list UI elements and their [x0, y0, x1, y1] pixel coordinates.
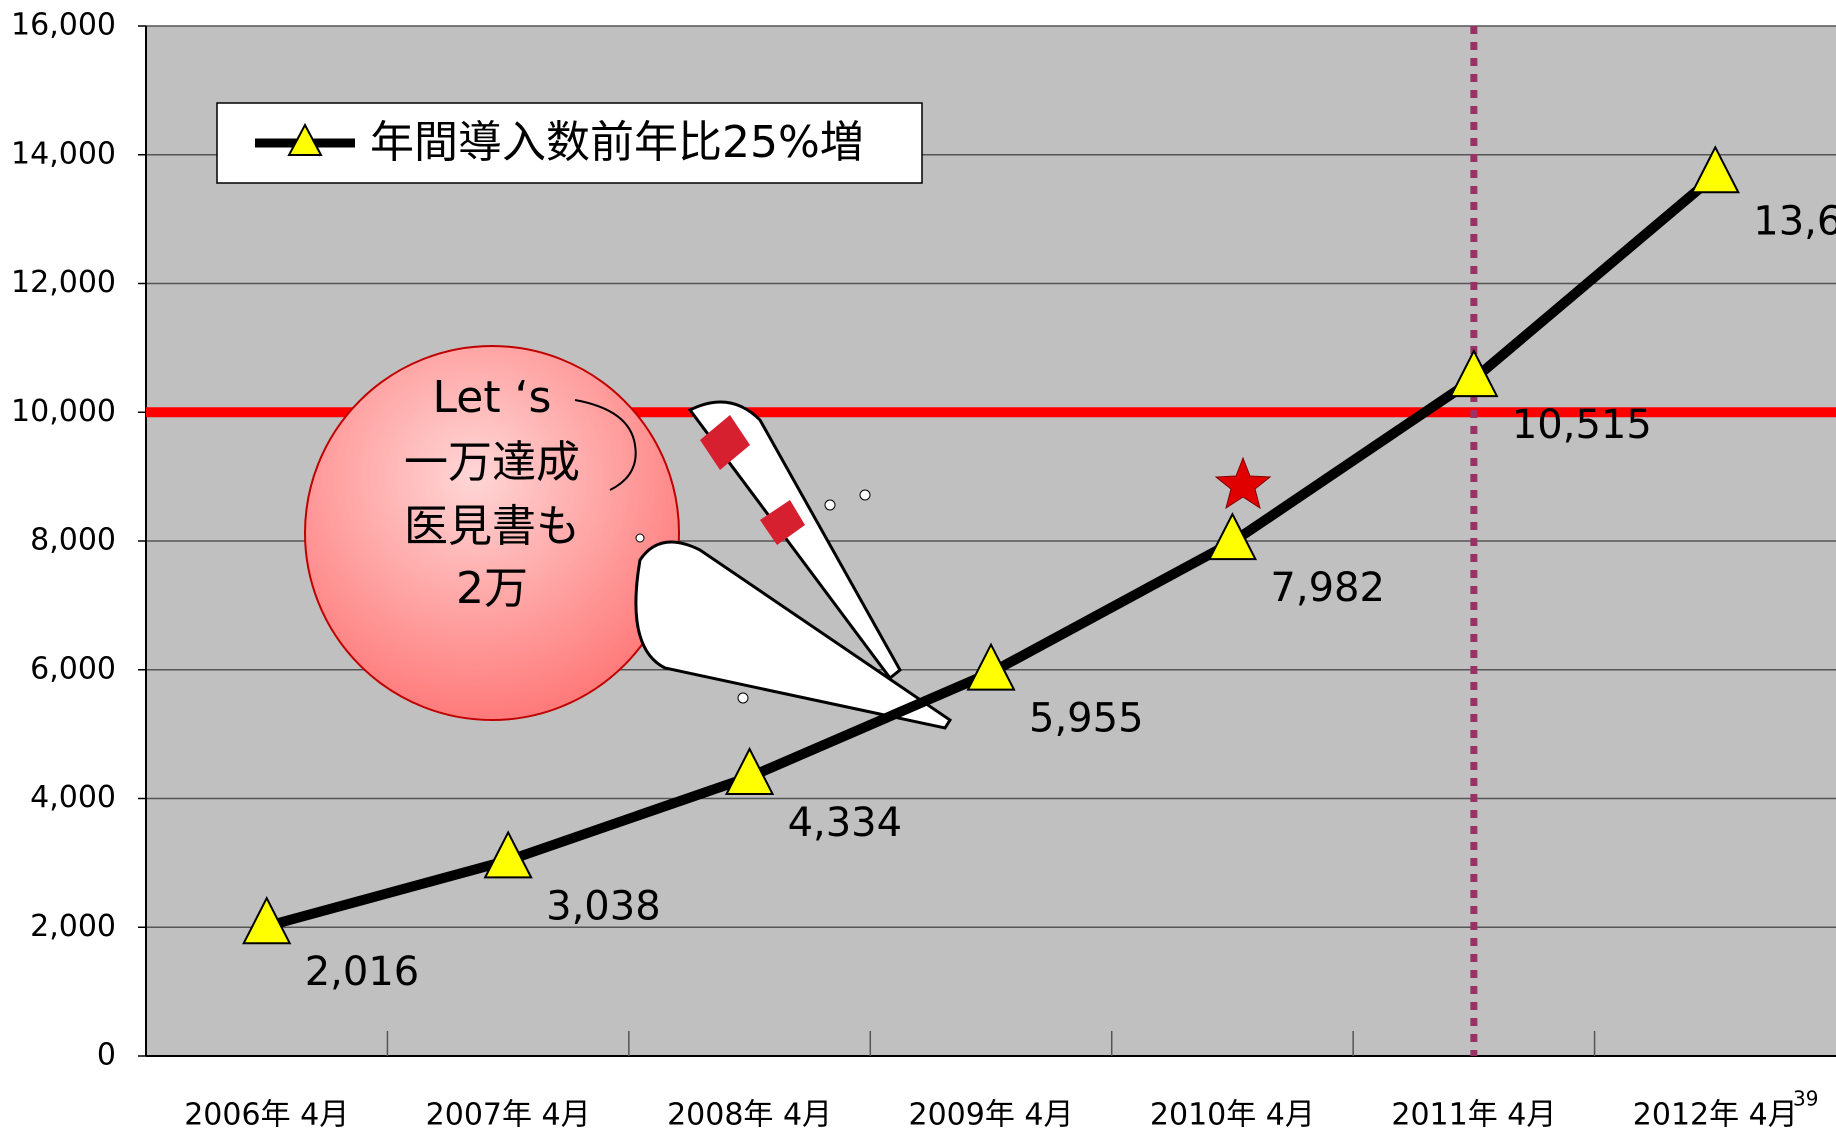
data-label: 3,038: [546, 883, 661, 929]
dot: [737, 692, 749, 704]
y-tick-label: 0: [97, 1038, 116, 1073]
y-tick-label: 10,000: [11, 394, 116, 429]
y-tick-label: 14,000: [11, 136, 116, 171]
point-marker: [1449, 348, 1499, 398]
point-marker: [1207, 511, 1258, 561]
point-marker: [966, 642, 1016, 691]
x-tick-label: 2006年 4月: [184, 1098, 349, 1133]
x-tick-label: 2008年 4月: [667, 1098, 832, 1133]
point-marker: [483, 830, 533, 879]
y-tick-label: 4,000: [30, 780, 116, 815]
callout-text: Let ‘s: [433, 372, 552, 423]
legend-label: 年間導入数前年比25%増: [370, 117, 864, 168]
speech-bubble: [304, 345, 680, 721]
star: [1214, 456, 1272, 510]
callout-text: 一万達成: [404, 437, 580, 488]
dot: [635, 533, 645, 543]
point-marker: [724, 746, 775, 795]
y-tick-label: 8,000: [30, 523, 116, 558]
dot: [859, 489, 871, 501]
callout-text: 2万: [456, 563, 528, 614]
x-tick-label: 2010年 4月: [1150, 1098, 1315, 1133]
horn-stripe: [700, 415, 805, 545]
point-marker: [242, 896, 292, 945]
data-label: 5,955: [1029, 696, 1144, 742]
data-label: 10,515: [1512, 402, 1652, 448]
data-label: 4,334: [788, 800, 903, 846]
y-tick-label: 12,000: [11, 265, 116, 300]
bubble-tail: [574, 399, 637, 491]
y-tick-label: 6,000: [30, 651, 116, 686]
data-label: 7,982: [1270, 565, 1385, 611]
illustration: [304, 345, 1272, 730]
callout-text: 医見書も: [404, 501, 580, 552]
point-marker: [1690, 145, 1740, 194]
x-tick-label: 2009年 4月: [909, 1098, 1074, 1133]
data-label: 2,016: [305, 949, 420, 995]
horn: [687, 400, 902, 681]
y-tick-label: 16,000: [11, 8, 116, 43]
y-tick-label: 2,000: [30, 909, 116, 944]
dot: [824, 499, 836, 511]
legend-marker: [287, 122, 323, 156]
horn: [634, 540, 953, 730]
x-tick-label: 2011年 4月: [1391, 1098, 1556, 1133]
x-tick-label: 2007年 4月: [426, 1098, 591, 1133]
legend: 年間導入数前年比25%増: [216, 102, 923, 184]
data-label: 13,681: [1753, 198, 1836, 244]
page-number: 39: [1793, 1087, 1818, 1111]
x-tick-label: 2012年 4月: [1633, 1098, 1798, 1133]
